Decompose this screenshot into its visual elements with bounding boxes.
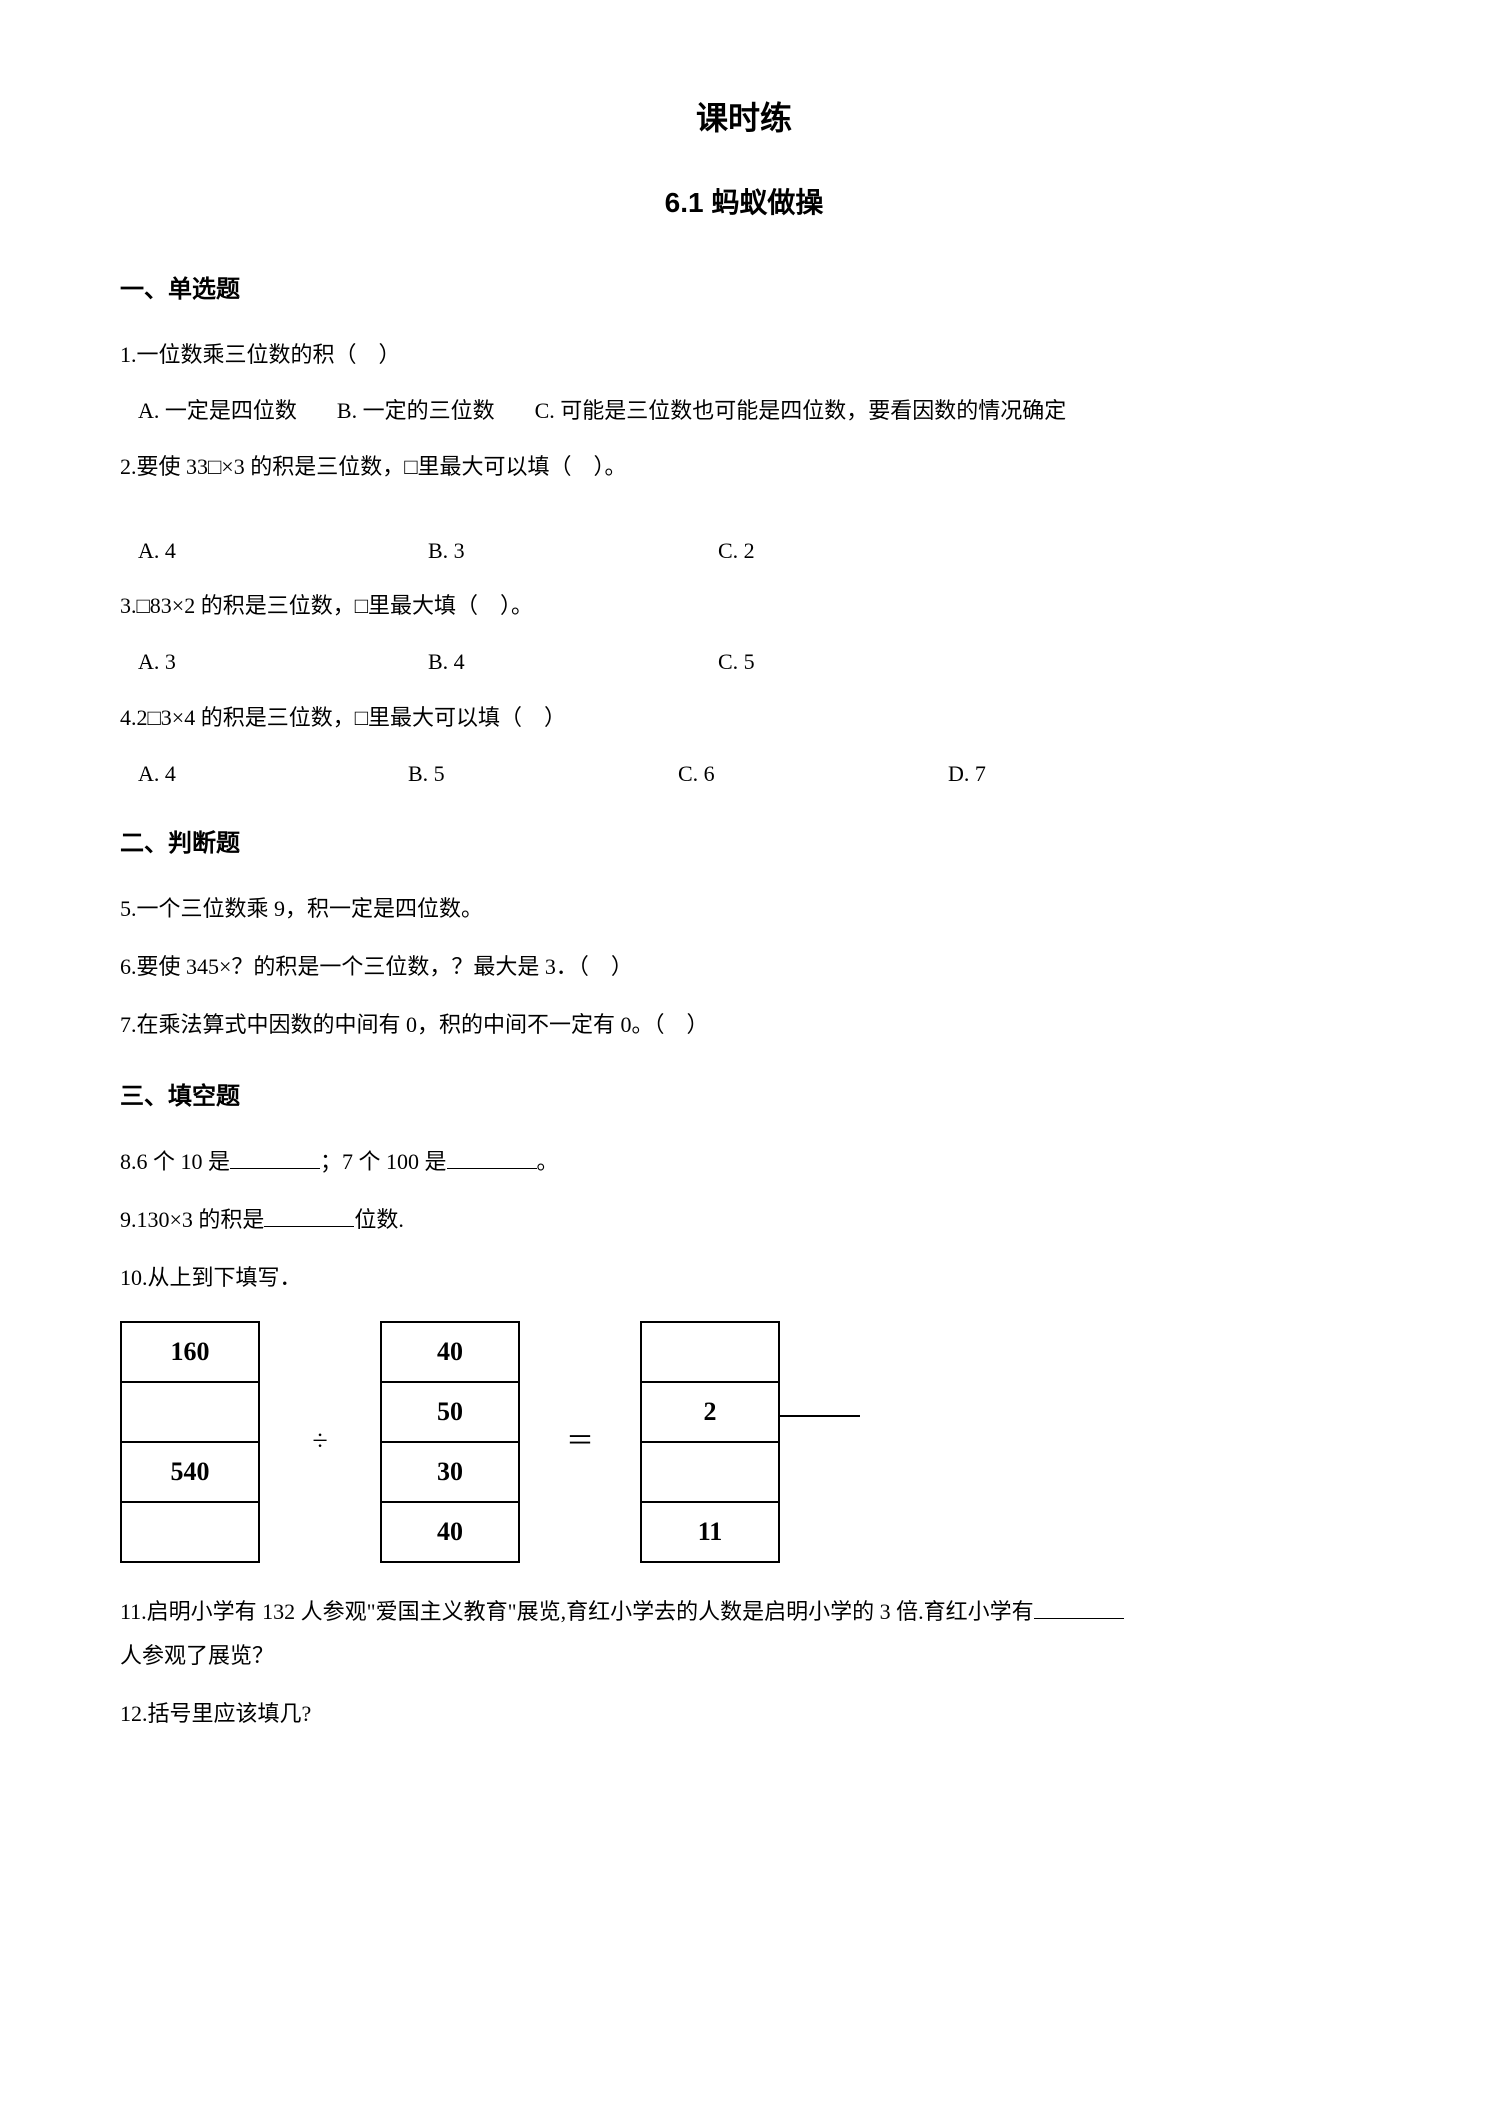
- q4-options: A. 4 B. 5 C. 6 D. 7: [120, 754, 1368, 794]
- q11: 11.启明小学有 132 人参观"爱国主义教育"展览,育红小学去的人数是启明小学…: [120, 1590, 1368, 1678]
- q10-table: 160 540 ÷ 40 50 30 40 ＝ 2 11: [120, 1318, 1368, 1566]
- q2-opt-a: A. 4: [138, 531, 428, 571]
- q3-opt-c: C. 5: [718, 642, 1008, 682]
- q1-options: A. 一定是四位数 B. 一定的三位数 C. 可能是三位数也可能是四位数，要看因…: [120, 391, 1368, 431]
- sub-title: 6.1 蚂蚁做操: [120, 178, 1368, 228]
- q2-options: A. 4 B. 3 C. 2: [120, 531, 1368, 571]
- q11-post: 人参观了展览？: [120, 1643, 274, 1668]
- q12-text: 12.括号里应该填几?: [120, 1692, 1368, 1736]
- table-cell: 40: [380, 1321, 520, 1383]
- q11-blank[interactable]: [1034, 1599, 1124, 1619]
- q8-post: 。: [537, 1149, 559, 1174]
- q3-opt-b: B. 4: [428, 642, 718, 682]
- q9-post: 位数.: [354, 1207, 404, 1232]
- table-cell: 2: [640, 1381, 780, 1443]
- table-col-3: 2 11: [640, 1321, 780, 1563]
- equals-operator: ＝: [520, 1417, 640, 1467]
- q9-blank[interactable]: [264, 1207, 354, 1227]
- q1-opt-a: A. 一定是四位数: [138, 391, 297, 431]
- q3-text: 3.□83×2 的积是三位数，□里最大填（ ）。: [120, 584, 1368, 628]
- q4-opt-b: B. 5: [408, 754, 678, 794]
- q8-blank-2[interactable]: [447, 1149, 537, 1169]
- q1-opt-c: C. 可能是三位数也可能是四位数，要看因数的情况确定: [535, 391, 1067, 431]
- table-cell: 160: [120, 1321, 260, 1383]
- q11-pre: 11.启明小学有 132 人参观"爱国主义教育"展览,育红小学去的人数是启明小学…: [120, 1599, 1034, 1624]
- q9: 9.130×3 的积是 位数.: [120, 1198, 1368, 1242]
- table-cell: 30: [380, 1441, 520, 1503]
- q1-text: 1.一位数乘三位数的积（ ）: [120, 333, 1368, 377]
- q1-opt-b: B. 一定的三位数: [337, 391, 495, 431]
- section-3-heading: 三、填空题: [120, 1075, 1368, 1118]
- q3-options: A. 3 B. 4 C. 5: [120, 642, 1368, 682]
- q5-text: 5.一个三位数乘 9，积一定是四位数。: [120, 887, 1368, 931]
- table-result-blank[interactable]: [780, 1393, 860, 1417]
- q3-opt-a: A. 3: [138, 642, 428, 682]
- q4-opt-d: D. 7: [948, 754, 1218, 794]
- section-1-heading: 一、单选题: [120, 268, 1368, 311]
- q4-opt-a: A. 4: [138, 754, 408, 794]
- q10-text: 10.从上到下填写．: [120, 1256, 1368, 1300]
- q8: 8.6 个 10 是 ；7 个 100 是 。: [120, 1140, 1368, 1184]
- q9-pre: 9.130×3 的积是: [120, 1207, 264, 1232]
- q7-text: 7.在乘法算式中因数的中间有 0，积的中间不一定有 0。（ ）: [120, 1003, 1368, 1047]
- q6-text: 6.要使 345×？的积是一个三位数，？最大是 3．（ ）: [120, 945, 1368, 989]
- table-cell[interactable]: [120, 1501, 260, 1563]
- q8-blank-1[interactable]: [230, 1149, 320, 1169]
- q2-opt-c: C. 2: [718, 531, 1008, 571]
- table-col-2: 40 50 30 40: [380, 1321, 520, 1563]
- table-cell: 11: [640, 1501, 780, 1563]
- q8-mid: ；7 个 100 是: [320, 1149, 447, 1174]
- q2-opt-b: B. 3: [428, 531, 718, 571]
- divide-operator: ÷: [260, 1417, 380, 1467]
- table-cell: 50: [380, 1381, 520, 1443]
- q2-text: 2.要使 33□×3 的积是三位数，□里最大可以填（ ）。: [120, 445, 1368, 489]
- table-cell: 540: [120, 1441, 260, 1503]
- section-2-heading: 二、判断题: [120, 822, 1368, 865]
- q4-opt-c: C. 6: [678, 754, 948, 794]
- table-cell: 40: [380, 1501, 520, 1563]
- q4-text: 4.2□3×4 的积是三位数，□里最大可以填（ ）: [120, 696, 1368, 740]
- table-col-1: 160 540: [120, 1321, 260, 1563]
- table-cell[interactable]: [640, 1441, 780, 1503]
- table-cell[interactable]: [120, 1381, 260, 1443]
- table-blanks: [780, 1318, 860, 1566]
- q8-pre: 8.6 个 10 是: [120, 1149, 230, 1174]
- table-cell[interactable]: [640, 1321, 780, 1383]
- main-title: 课时练: [120, 90, 1368, 148]
